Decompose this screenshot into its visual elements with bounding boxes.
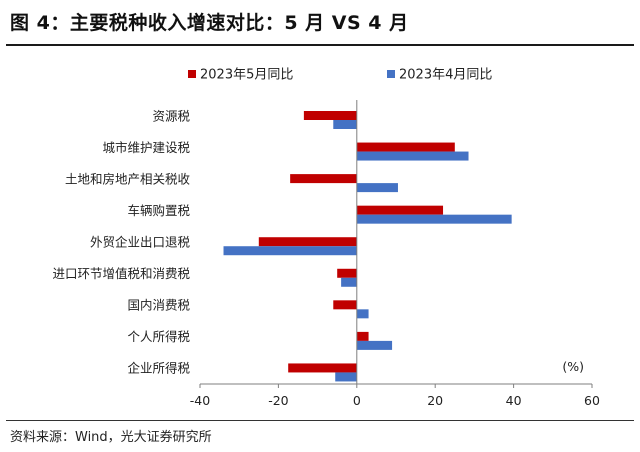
bar-6-series-1 <box>356 309 369 319</box>
x-tick-label-3: 20 <box>427 393 443 408</box>
chart-title: 图 4：主要税种收入增速对比：5 月 VS 4 月 <box>10 12 409 34</box>
title-divider <box>6 44 634 46</box>
bar-6-series-0 <box>333 300 357 310</box>
bar-1-series-0 <box>356 142 455 152</box>
bar-2-series-1 <box>356 183 398 193</box>
source-divider <box>6 420 634 421</box>
bar-2-series-0 <box>290 174 357 184</box>
category-label-8: 企业所得税 <box>127 361 190 376</box>
bar-3-series-1 <box>356 214 512 224</box>
bar-5-series-1 <box>341 277 357 287</box>
bar-1-series-1 <box>356 151 469 161</box>
category-label-2: 土地和房地产相关税收 <box>65 171 191 186</box>
unit-label: (%) <box>562 359 584 374</box>
bar-5-series-0 <box>337 268 357 278</box>
category-label-4: 外贸企业出口退税 <box>90 235 191 250</box>
x-tick-label-4: 40 <box>506 393 522 408</box>
category-label-7: 个人所得税 <box>127 329 190 344</box>
bar-4-series-0 <box>258 237 357 247</box>
bar-0-series-1 <box>333 120 357 129</box>
bar-3-series-0 <box>356 205 444 215</box>
x-tick-label-5: 60 <box>584 393 600 408</box>
bars-layer <box>223 111 512 382</box>
legend-label-0: 2023年5月同比 <box>200 68 293 83</box>
category-label-0: 资源税 <box>152 108 190 123</box>
legend-swatch-0 <box>188 70 196 78</box>
bar-7-series-0 <box>356 331 369 341</box>
category-label-1: 城市维护建设税 <box>102 140 190 155</box>
legend-swatch-1 <box>387 70 395 78</box>
bar-8-series-1 <box>335 372 357 382</box>
category-label-3: 车辆购置税 <box>127 203 190 218</box>
bar-7-series-1 <box>356 340 393 350</box>
category-label-6: 国内消费税 <box>127 298 190 313</box>
bar-chart: 2023年5月同比 2023年4月同比 资源税城市维护建设税土地和房地产相关税收车… <box>52 68 600 409</box>
axes-layer: 资源税城市维护建设税土地和房地产相关税收车辆购置税外贸企业出口退税进口环节增值税… <box>52 100 600 408</box>
bar-8-series-0 <box>288 363 357 373</box>
x-tick-label-2: 0 <box>353 393 361 408</box>
x-tick-label-0: -40 <box>190 393 210 408</box>
bar-0-series-0 <box>303 111 357 120</box>
legend: 2023年5月同比 2023年4月同比 <box>188 68 492 83</box>
source-note: 资料来源：Wind，光大证券研究所 <box>10 430 212 445</box>
bar-4-series-1 <box>223 246 357 256</box>
category-label-5: 进口环节增值税和消费税 <box>52 266 190 281</box>
x-tick-label-1: -20 <box>268 393 288 408</box>
legend-label-1: 2023年4月同比 <box>399 68 492 83</box>
